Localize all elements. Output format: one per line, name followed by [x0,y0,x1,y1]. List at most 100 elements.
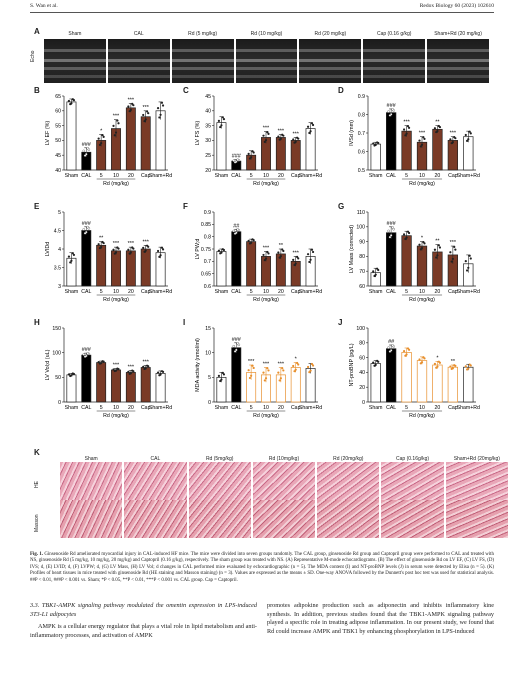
bar [401,130,412,171]
significance-mark: ** [435,239,440,245]
y-tick-label: 0.85 [201,222,211,228]
x-group-label: Rd (mg/kg) [103,181,129,187]
echo-band [44,67,106,70]
y-tick-label: 100 [356,225,365,231]
data-point [262,371,265,374]
data-point [86,146,89,150]
bar [231,347,242,403]
data-point [83,232,87,235]
echo-band [363,49,426,52]
echo-band [363,67,426,70]
data-point [236,158,239,162]
data-point [454,248,457,251]
significance-mark: *** [143,239,150,245]
x-tick-label: 5 [250,405,253,411]
running-head-authors: S. Wan et al. [30,3,58,9]
data-point [86,352,89,355]
data-point [419,248,422,251]
data-point [387,110,390,113]
left-paragraph: AMPK is a cellular energy regulator that… [30,623,257,640]
data-point [309,369,312,372]
y-tick-label: 110 [357,210,365,216]
data-point [266,367,269,370]
echo-band [427,67,489,70]
y-tick-label: 4 [58,247,61,253]
data-point [159,113,162,116]
x-tick-label: Cap [141,405,151,411]
data-point [158,374,161,377]
he-staining-strip: Sham CAL Rd (5mg/kg) Rd (10mg/kg) Rd (20mg/k… [60,456,508,500]
significance-mark: ** [451,359,456,365]
data-point [404,237,407,241]
data-point [433,362,437,365]
echo-band [107,59,170,62]
x-tick-label: 10 [263,405,269,411]
data-point [293,141,296,144]
x-tick-label: Sham [215,405,229,411]
data-point [310,248,314,251]
chart-lvpwd: 0.6 0.65 0.7 0.75 0.8 0.85 0.9 LV PW;d Sham ## CAL… [195,210,322,303]
data-point [156,249,160,253]
y-tick-label: 40 [55,168,61,174]
data-point [128,110,131,113]
data-point [266,250,269,254]
data-point [127,370,130,373]
bar [216,122,227,171]
data-point [252,366,255,370]
he-section-image [124,462,187,500]
significance-mark: ** [99,236,104,242]
x-group-label: Rd (mg/kg) [409,413,435,419]
data-point [296,361,299,365]
data-point [464,260,467,263]
data-point [236,228,239,231]
x-tick-label: 20 [435,173,441,179]
data-point [131,102,134,105]
data-point [143,250,146,253]
echo-row-label: Echo [30,50,36,62]
data-point [376,267,379,270]
bar [96,244,107,287]
echo-band [107,75,170,78]
data-point [220,378,223,381]
echo-group-label: Rd (10 mg/kg) [250,31,283,37]
he-section-image [317,462,380,500]
significance-mark: *** [419,131,426,137]
echo-band [44,49,106,52]
echo-band [299,67,362,70]
x-tick-label: Sham+Rd [149,405,172,411]
body-right-column: promotes adipokine production such as ad… [267,602,494,637]
data-point [282,369,285,372]
data-point [406,230,410,233]
x-tick-label: CAL [386,289,396,295]
echo-group-label: Sham+Rd (20 mg/kg) [434,31,482,37]
y-tick-label: 80 [359,254,365,260]
bar [96,362,107,403]
data-point [405,132,408,135]
bar [305,128,316,171]
significance-mark: ### [232,337,242,343]
data-point [127,248,130,251]
significance-mark: *** [450,131,457,137]
significance-mark: ### [232,154,242,160]
x-tick-label: 20 [128,173,134,179]
y-tick-label: 90 [359,239,365,245]
caption-label: Fig. 1. [30,552,44,557]
x-tick-label: 10 [419,173,425,179]
data-point [418,139,421,142]
x-tick-label: 5 [405,173,408,179]
data-point [449,251,452,254]
x-group-label: Rd (mg/kg) [103,413,129,419]
echo-band [171,49,234,52]
he-section-image [188,462,251,500]
panel-letter-a: A [34,27,40,36]
echo-band [107,67,170,70]
echo-band [235,67,298,70]
data-point [453,245,456,249]
data-point [392,227,395,231]
significance-mark: ## [233,223,240,229]
bar [401,352,412,403]
significance-mark: ## [388,339,395,345]
data-point [251,364,254,367]
y-tick-label: 20 [359,385,365,391]
masson-section-image [252,500,316,538]
